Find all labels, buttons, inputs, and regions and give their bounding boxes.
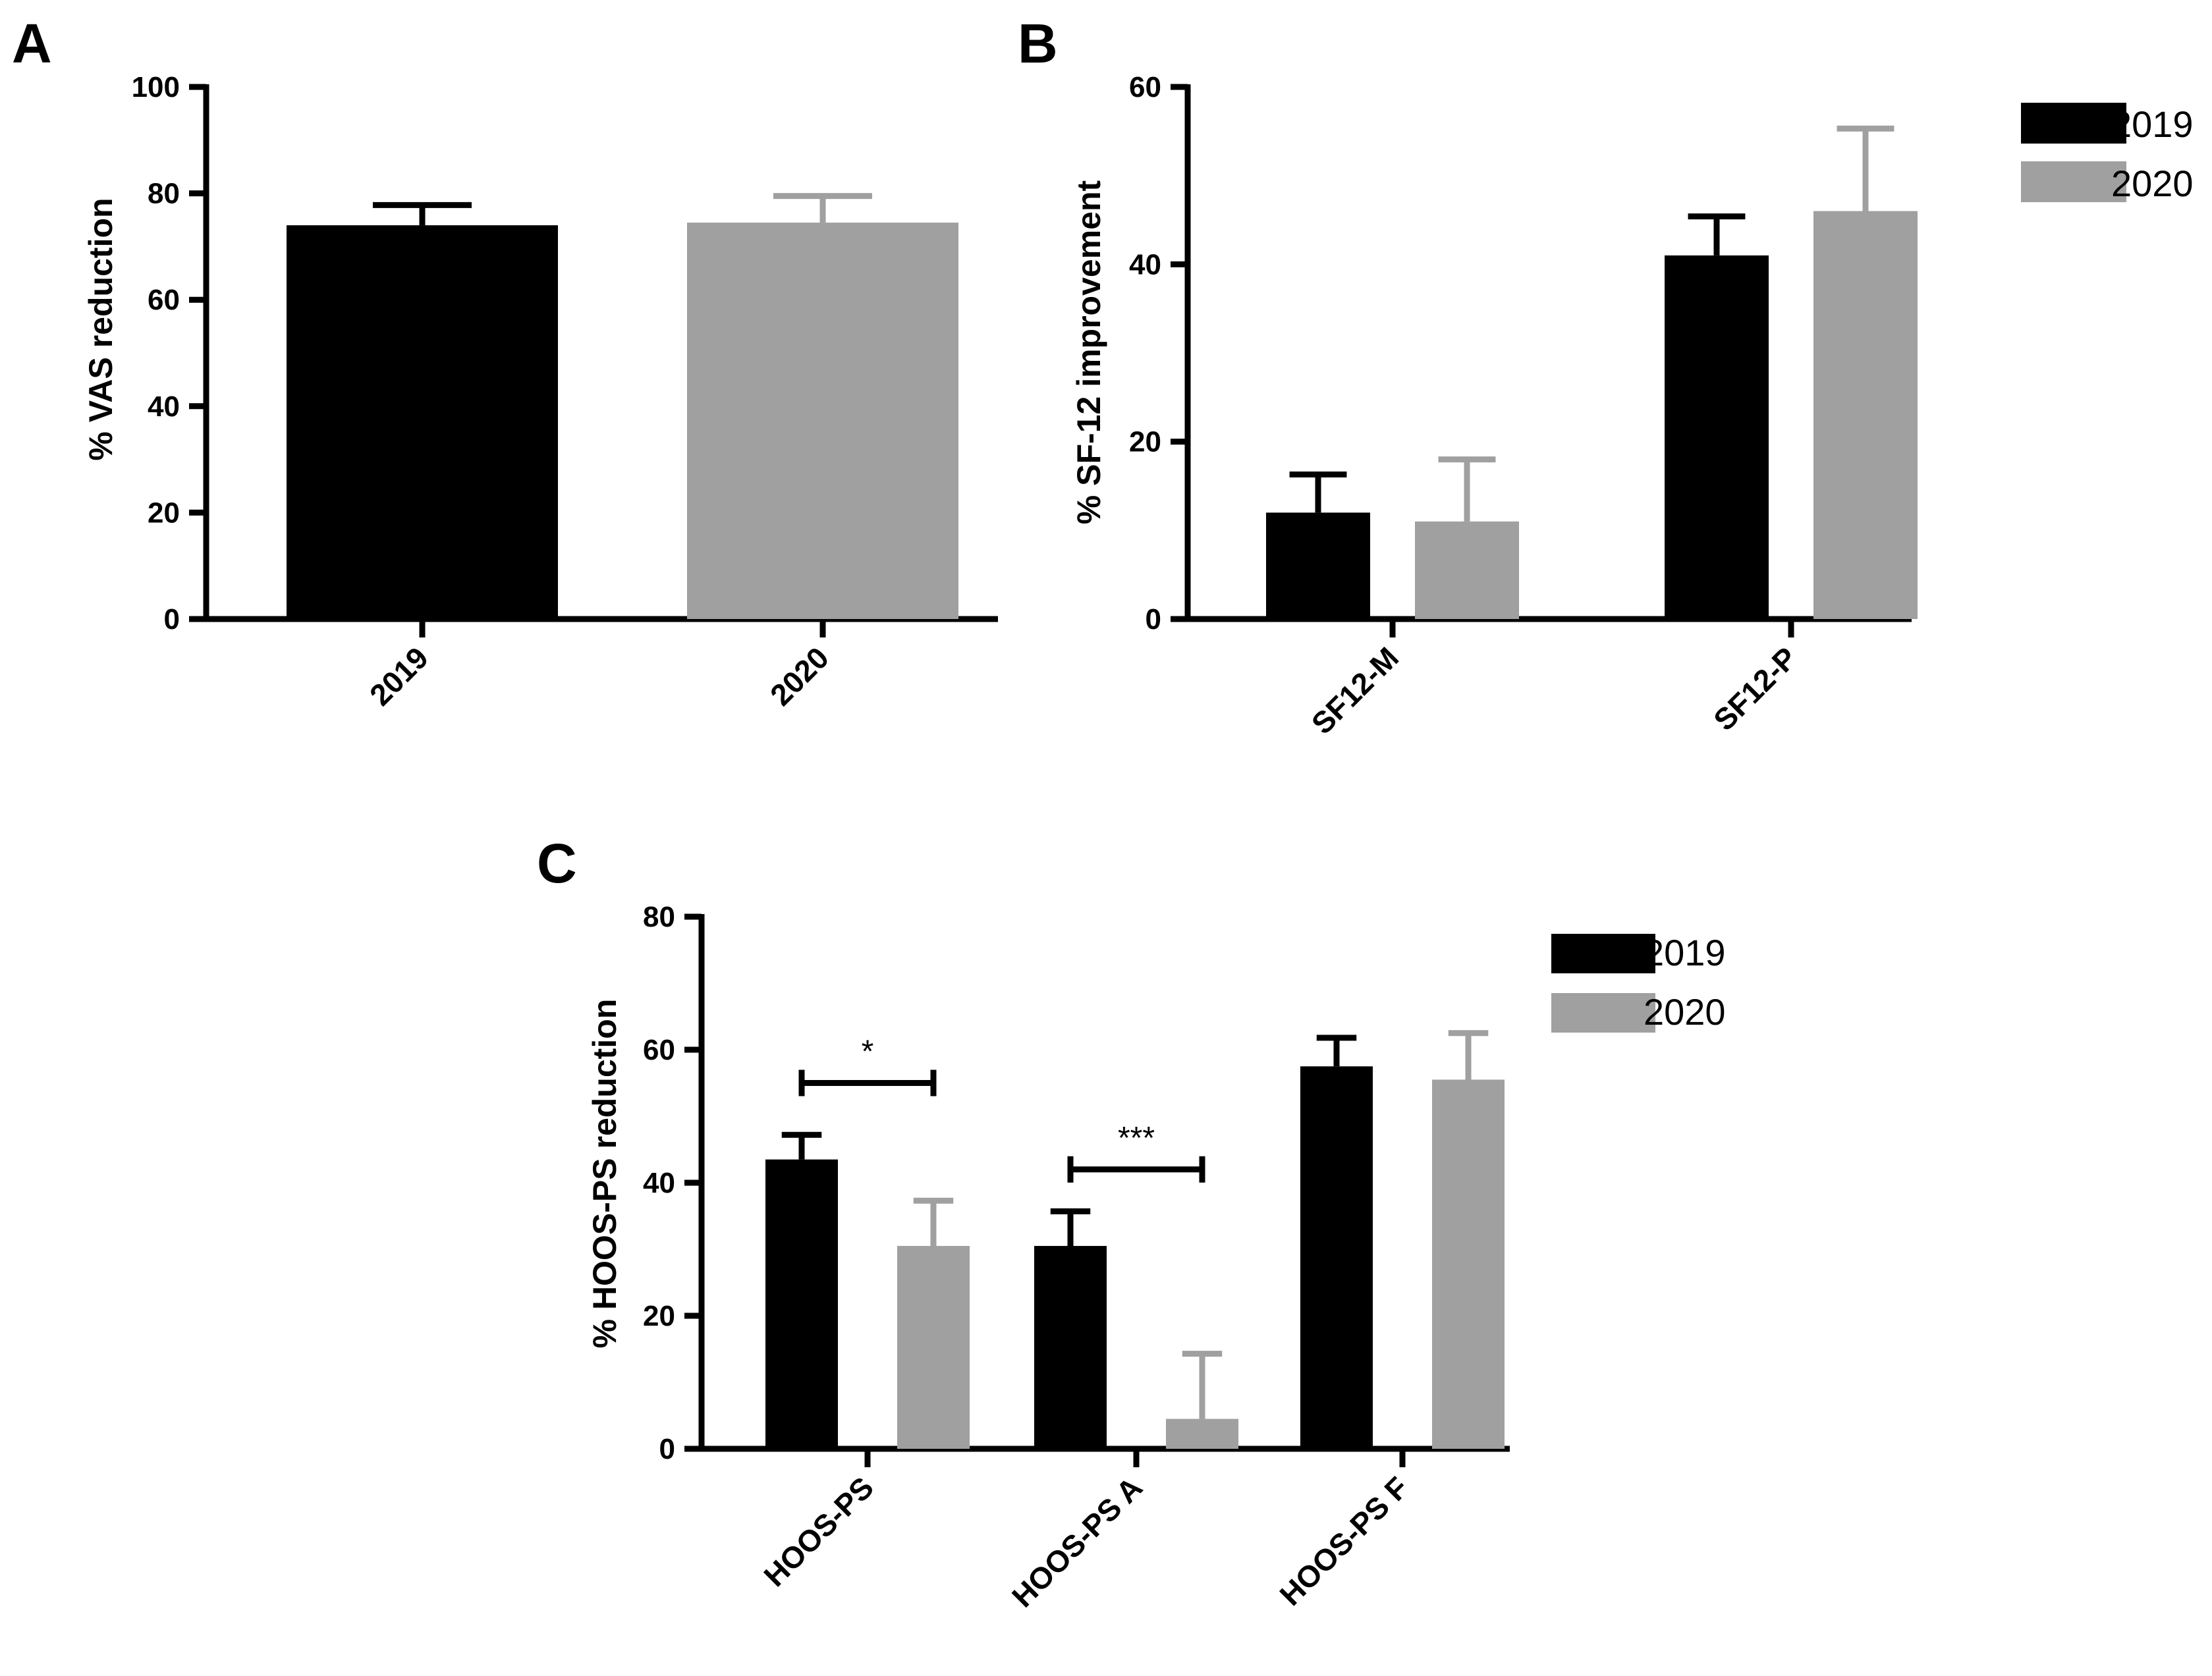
panel-a-error-bars [373, 193, 872, 226]
panel-a-y-tick-label: 60 [148, 284, 180, 316]
panel-c-bar-2020-HOOS-PS F [1432, 1079, 1505, 1449]
panel-b-bars [1266, 211, 1918, 619]
panel-b-y-tick-label: 40 [1129, 248, 1161, 281]
panel-c-y-tick-label: 80 [643, 901, 675, 933]
panel-b-legend-swatch-2019 [2021, 103, 2126, 144]
panel-a-bar-2020-2020 [687, 223, 958, 619]
panel-a-x-labels: 2019 2020 [363, 640, 835, 712]
panel-c-sig-label: * [862, 1035, 874, 1069]
panel-c-y-tick-label: 0 [659, 1433, 675, 1465]
panel-c-y-tick-label: 40 [643, 1167, 675, 1199]
panel-c-significance: **** [798, 1035, 1205, 1183]
panel-b-y-tick-label: 20 [1129, 426, 1161, 458]
panel-c-bar-2019-HOOS-PS F [1300, 1066, 1373, 1449]
panel-a-y-tick-label: 80 [148, 178, 180, 210]
panel-c-y-axis-title: % HOOS-PS reduction [586, 999, 623, 1349]
panel-b-y-ticks: 0 20 40 60 [1129, 71, 1188, 635]
panel-c-legend-label-2020: 2020 [1644, 991, 1726, 1033]
panel-a-y-ticks: 0 20 40 60 80 100 [132, 71, 206, 635]
panel-b-y-tick-label: 60 [1129, 71, 1161, 103]
panel-c-y-tick-label: 20 [643, 1300, 675, 1332]
panel-b-bar-2019-SF12-M [1266, 512, 1370, 619]
panel-b-y-tick-label: 0 [1146, 603, 1161, 635]
panel-c-y-ticks: 0 20 40 60 80 [643, 901, 702, 1465]
panel-a-y-tick-label: 20 [148, 497, 180, 529]
panel-c-letter: C [537, 832, 577, 894]
panel-a-x-label: 2019 [363, 640, 435, 712]
panel-a-x-label: 2020 [763, 640, 835, 712]
panel-a-bar-2019-2019 [287, 225, 558, 620]
panel-c-bars [765, 1066, 1505, 1449]
panel-c-x-labels: HOOS-PS HOOS-PS A HOOS-PS F [757, 1470, 1415, 1613]
panel-c-error-bars [781, 1030, 1489, 1419]
panel-b-legend-label-2020: 2020 [2111, 163, 2194, 204]
panel-b-bar-2020-SF12-M [1415, 521, 1519, 619]
panel-b-y-axis-title: % SF-12 improvement [1070, 180, 1107, 524]
panel-a-y-tick-label: 100 [132, 71, 180, 103]
panel-b-legend-label-2019: 2019 [2111, 103, 2194, 145]
panel-b-bar-2019-SF12-P [1665, 255, 1769, 619]
panel-c-sig-label: *** [1118, 1121, 1155, 1156]
panel-b-bar-2020-SF12-P [1813, 211, 1918, 619]
panel-b-legend: 2019 2020 [2021, 103, 2194, 204]
panel-b-error-bars [1289, 125, 1894, 522]
panel-b-legend-swatch-2020 [2021, 161, 2126, 202]
panel-c-x-label: HOOS-PS A [1005, 1470, 1149, 1613]
panel-a-y-tick-label: 40 [148, 391, 180, 423]
panel-a-bars [287, 223, 958, 620]
panel-a-y-axis-title: % VAS reduction [82, 198, 119, 460]
panel-c-legend: 2019 2020 [1551, 932, 1726, 1033]
panel-c-bar-2019-HOOS-PS [765, 1159, 838, 1449]
panel-b-x-labels: SF12-M SF12-P [1305, 640, 1804, 740]
panel-c-x-label: HOOS-PS [757, 1470, 880, 1593]
panel-b-x-label: SF12-P [1707, 640, 1804, 737]
panel-a: A % VAS reduction 0 20 40 60 80 100 2019 2020 [12, 13, 998, 712]
panel-c-x-label: HOOS-PS F [1273, 1470, 1415, 1612]
panel-c-bar-2020-HOOS-PS A [1166, 1419, 1238, 1449]
panel-b-x-label: SF12-M [1305, 640, 1405, 740]
panel-c-bar-2019-HOOS-PS A [1034, 1245, 1107, 1449]
panel-c-legend-swatch-2020 [1551, 993, 1655, 1033]
panel-a-letter: A [12, 13, 52, 74]
panel-b-letter: B [1018, 13, 1058, 74]
panel-c-y-tick-label: 60 [643, 1034, 675, 1066]
panel-c-legend-swatch-2019 [1551, 934, 1655, 973]
panel-a-y-tick-label: 0 [164, 603, 180, 635]
panel-c-bar-2020-HOOS-PS [897, 1245, 970, 1449]
panel-c-legend-label-2019: 2019 [1644, 932, 1726, 973]
